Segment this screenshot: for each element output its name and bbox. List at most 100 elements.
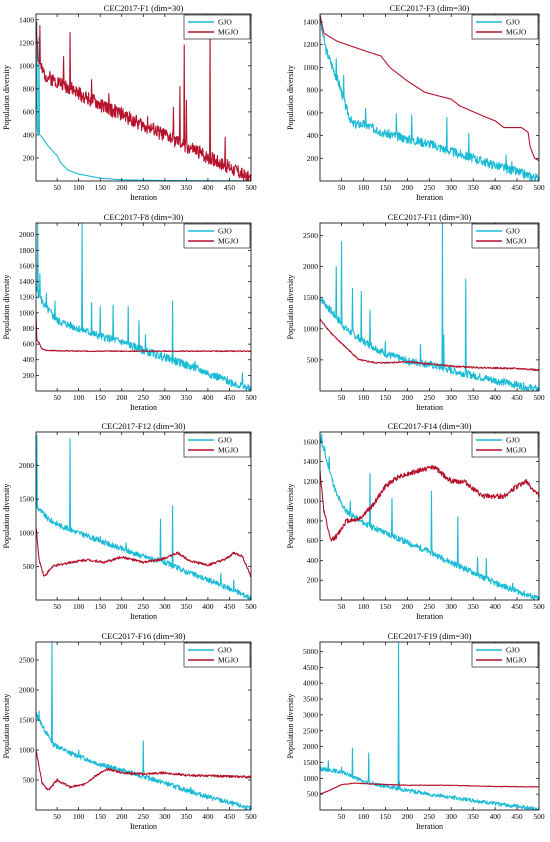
y-tick-label: 1400	[303, 457, 318, 466]
x-tick-label: 450	[511, 183, 523, 192]
legend-label-gjo: GJO	[506, 646, 520, 655]
y-tick-label: 3500	[303, 695, 318, 704]
y-tick-label: 2500	[303, 231, 318, 240]
x-axis-label: Iteration	[130, 822, 157, 831]
x-tick-label: 250	[138, 602, 150, 611]
legend-box	[471, 432, 539, 458]
x-tick-label: 50	[53, 812, 61, 821]
legend-label-gjo: GJO	[218, 436, 232, 445]
chart-title: CEC2017-F11 (dim=30)	[388, 212, 472, 222]
x-tick-label: 350	[181, 812, 193, 821]
series-line-mgjo	[36, 21, 251, 181]
chart-panel: CEC2017-F12 (dim=30) 50 100 150 200 250 300 350…	[2, 421, 257, 621]
x-tick-label: 100	[73, 602, 85, 611]
x-tick-label: 450	[224, 812, 236, 821]
y-tick-label: 1000	[19, 61, 34, 70]
x-tick-label: 350	[181, 602, 193, 611]
x-tick-label: 500	[245, 602, 257, 611]
chart-title: CEC2017-F12 (dim=30)	[102, 421, 186, 431]
y-tick-label: 1200	[303, 40, 318, 49]
series-line-mgjo	[36, 312, 251, 353]
x-tick-label: 300	[446, 393, 458, 402]
legend-box	[183, 14, 251, 40]
x-tick-label: 450	[511, 393, 523, 402]
chart-panel: CEC2017-F14 (dim=30) 50 100 150 200 250 300 350…	[286, 421, 545, 621]
x-tick-label: 450	[224, 602, 236, 611]
x-tick-label: 100	[73, 812, 85, 821]
x-tick-label: 150	[95, 812, 107, 821]
x-tick-label: 500	[245, 812, 257, 821]
chart-panel: CEC2017-F16 (dim=30) 50 100 150 200 250 300 350…	[2, 631, 257, 831]
y-tick-label: 1500	[303, 293, 318, 302]
x-tick-label: 450	[224, 393, 236, 402]
chart-panel: CEC2017-F19 (dim=30) 50 100 150 200 250 300 350…	[286, 631, 545, 831]
x-axis-label: Iteration	[416, 403, 443, 412]
x-tick-label: 350	[468, 602, 480, 611]
series-line-gjo	[36, 223, 251, 391]
y-tick-label: 2500	[303, 726, 318, 735]
x-tick-label: 100	[358, 812, 370, 821]
x-axis-label: Iteration	[416, 822, 443, 831]
y-tick-label: 600	[307, 108, 319, 117]
series-line-gjo	[36, 434, 251, 600]
y-tick-label: 1000	[303, 324, 318, 333]
series-line-mgjo	[320, 318, 539, 372]
y-axis-label: Population diversity	[2, 694, 11, 759]
y-tick-label: 800	[23, 84, 35, 93]
x-tick-label: 450	[224, 183, 236, 192]
y-tick-label: 1000	[303, 497, 318, 506]
legend-label-mgjo: MGJO	[506, 28, 527, 37]
x-tick-label: 300	[159, 602, 171, 611]
y-tick-label: 2000	[19, 461, 34, 470]
x-tick-label: 500	[533, 183, 545, 192]
x-tick-label: 50	[53, 602, 61, 611]
y-tick-label: 1400	[19, 15, 34, 24]
series-line-mgjo	[320, 15, 539, 162]
y-tick-label: 800	[307, 516, 319, 525]
x-tick-label: 300	[446, 183, 458, 192]
x-tick-label: 200	[116, 393, 128, 402]
x-tick-label: 50	[338, 602, 346, 611]
x-tick-label: 200	[402, 183, 414, 192]
x-tick-label: 350	[468, 393, 480, 402]
plot-area	[36, 434, 251, 600]
chart-title: CEC2017-F3 (dim=30)	[390, 3, 470, 13]
x-tick-label: 250	[138, 812, 150, 821]
legend-label-mgjo: MGJO	[506, 446, 527, 455]
x-tick-label: 150	[380, 812, 392, 821]
y-axis-label: Population diversity	[286, 65, 295, 130]
x-tick-label: 150	[380, 602, 392, 611]
y-tick-label: 1800	[19, 246, 34, 255]
y-tick-label: 3000	[303, 710, 318, 719]
plot-area	[36, 21, 251, 181]
y-tick-label: 1000	[303, 774, 318, 783]
y-tick-label: 1200	[19, 293, 34, 302]
x-tick-label: 50	[53, 183, 61, 192]
y-tick-label: 1000	[303, 63, 318, 72]
y-tick-label: 2000	[303, 742, 318, 751]
x-tick-label: 100	[358, 602, 370, 611]
x-tick-label: 200	[402, 393, 414, 402]
x-tick-label: 250	[138, 393, 150, 402]
y-tick-label: 1400	[19, 277, 34, 286]
y-tick-label: 400	[23, 355, 35, 364]
chart-title: CEC2017-F14 (dim=30)	[388, 421, 472, 431]
legend-label-mgjo: MGJO	[506, 656, 527, 665]
y-axis-label: Population diversity	[286, 694, 295, 759]
plot-area	[320, 223, 539, 391]
x-tick-label: 50	[53, 393, 61, 402]
x-tick-label: 400	[202, 812, 214, 821]
x-tick-label: 400	[202, 602, 214, 611]
x-tick-label: 350	[181, 393, 193, 402]
x-tick-label: 150	[95, 393, 107, 402]
legend-label-gjo: GJO	[506, 18, 520, 27]
legend-label-gjo: GJO	[218, 18, 232, 27]
x-tick-label: 350	[468, 812, 480, 821]
x-tick-label: 200	[116, 812, 128, 821]
y-tick-label: 1500	[19, 716, 34, 725]
